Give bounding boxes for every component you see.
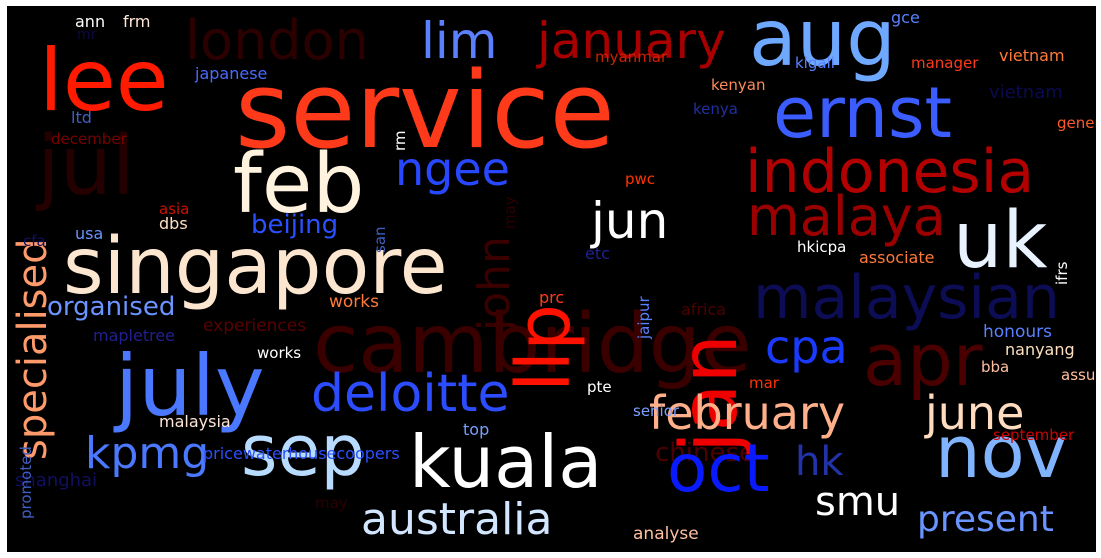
word-january: january [537,12,726,70]
word-top: pricewaterhousecoopers [203,444,400,463]
word-mar: senior [633,402,680,420]
word-etc: jaipur [635,296,653,339]
word-senior: pte [587,378,612,396]
word-africa: africa [681,300,727,319]
word-malaysian: malaysian [753,263,1060,333]
word-sep: sep [241,410,365,492]
word-ernst: ernst [773,72,952,154]
word-cpa: cpa [765,320,848,374]
word-june: june [925,386,1025,440]
word-nanyang: bba [981,358,1010,376]
word-promoted: promoted [17,446,35,519]
word-beijing: organised [47,292,176,322]
word-ngee: specialised [10,238,56,460]
word-kenyan: kenya [693,100,738,118]
word-manager: vietnam [999,46,1065,65]
word-kuala: kuala [409,420,603,504]
word-kenya: pwc [625,170,656,188]
word-shanghai: shanghai [15,470,98,491]
word-oct: oct [667,430,770,507]
word-present: present [917,499,1054,540]
word-cloud: london jul cambridge malaysian apr hk jo… [7,6,1096,552]
word-july: july [115,337,265,435]
word-ifrs: hkicpa [797,238,847,256]
word-february: february [649,386,846,440]
word-cambridge: cambridge [313,297,752,392]
word-pte: prc [539,288,565,307]
word-dbs: usa [75,224,104,243]
word-december: ltd [71,108,92,127]
word-japanese: myanmar [595,48,668,66]
word-vietnam: vietnam [989,82,1063,103]
word-lee: lee [39,31,169,131]
word-ann: frm [123,12,151,31]
word-mapletree: mapletree [93,326,176,345]
word-apr: apr [863,318,983,402]
word-may: may [315,494,348,512]
word-works: works [257,344,302,362]
word-nov: nov [935,410,1068,494]
word-kpmg: kpmg [85,428,210,479]
word-gce: general [1057,114,1096,132]
word-experiences: works [329,292,379,312]
word-pwc: manager [911,54,979,72]
word-cfa: december [51,130,127,148]
word-september: mar [749,374,779,392]
word-uk: uk [953,196,1048,286]
word-ca: gce [891,8,920,27]
word-bba: assurance [1061,366,1096,384]
word-assurance: september [993,426,1075,444]
word-feb: feb [233,137,365,232]
word-mr: mr [77,27,97,43]
word-australia: australia [361,494,553,545]
word-myanmar: kigali [795,54,835,72]
word-malaysia: top [463,420,490,439]
word-smu: smu [815,479,901,525]
word-prc: etc [585,244,610,263]
word-jul: jul [37,119,135,214]
word-london: london [185,9,369,72]
word-associate: honours [983,322,1052,342]
word-wong: hk [795,439,844,485]
word-honours: nanyang [1005,340,1075,359]
word-organised: experiences [203,316,307,336]
word-frm: japanese [195,64,268,83]
word-chinese: chinese [655,438,756,468]
word-rm: may [501,196,519,229]
word-singapore: singapore [63,222,448,312]
word-specialised: beijing [251,210,339,240]
word-november: malaysia [159,412,231,431]
word-deloitte: deloitte [311,364,510,424]
word-san: rm [391,130,409,151]
word-asia: cfa [23,232,46,250]
word-analyse: dbs [159,214,188,233]
word-ltd: ann [75,12,106,31]
word-jaipur: san [371,226,389,253]
word-hk: ngee [395,142,510,196]
word-aug: aug [749,6,896,84]
word-service: service [235,49,615,172]
word-jun: jun [591,192,669,250]
word-indonesia: indonesia [745,137,1035,207]
word-llp: llp [501,303,587,392]
word-pricewaterhousecoopers: analyse [633,524,699,544]
word-general: ifrs [1053,261,1071,285]
word-usa: asia [159,200,190,218]
word-malaya: malaya [747,185,946,248]
word-lim: lim [421,12,498,70]
word-hkicpa: associate [859,248,935,267]
word-kigali: kenyan [711,76,766,94]
